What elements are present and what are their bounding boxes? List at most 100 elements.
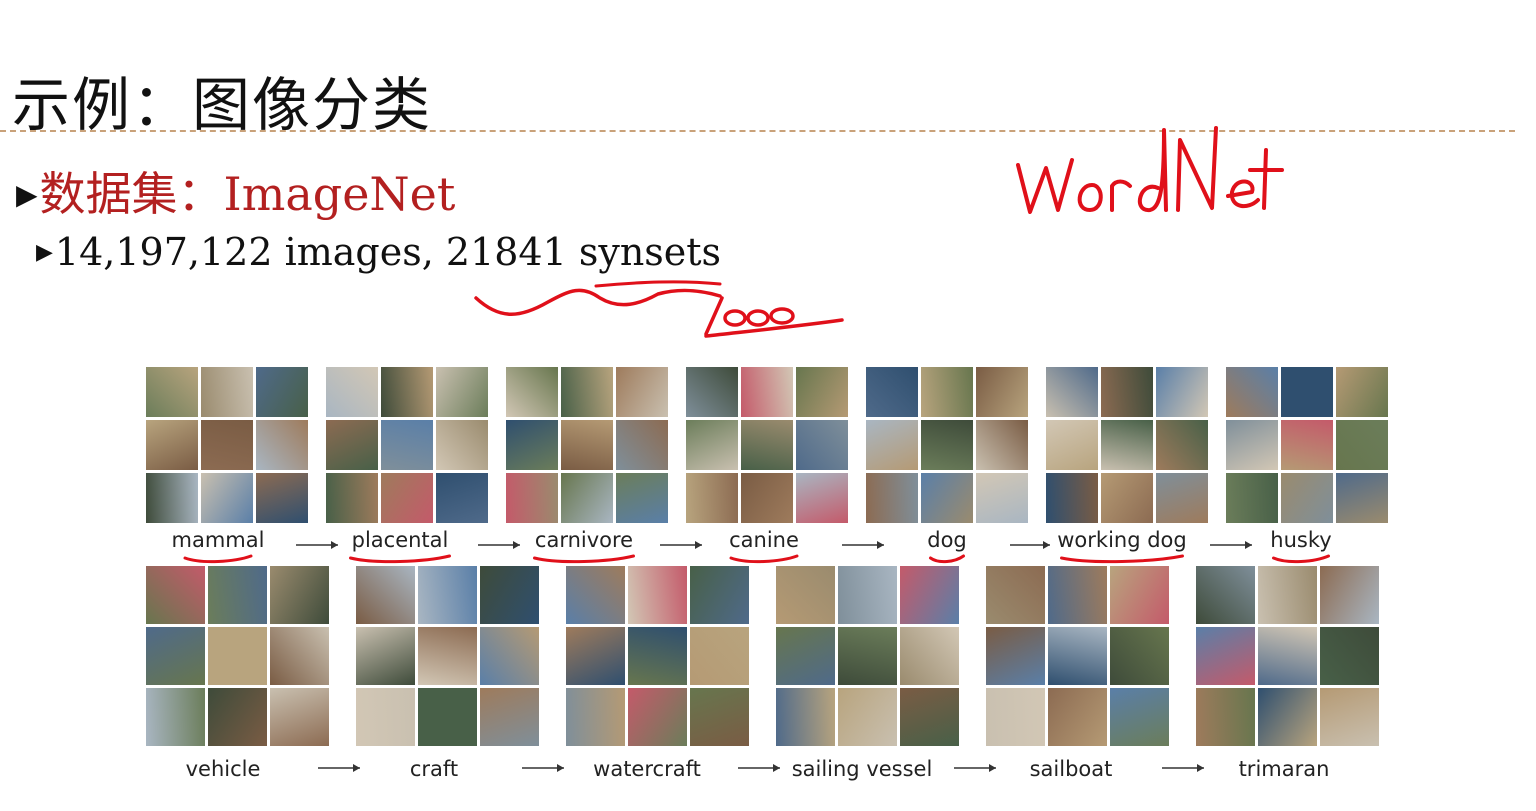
arrow-head-icon	[1245, 541, 1252, 549]
category-label: trimaran	[1238, 757, 1330, 781]
thumbnail-image	[381, 420, 433, 470]
thumbnail-image	[1281, 420, 1333, 470]
arrow-head-icon	[331, 541, 338, 549]
thumbnail-image	[1046, 473, 1098, 523]
arrow-head-icon	[1043, 541, 1050, 549]
arrow-head-icon	[989, 764, 996, 772]
thumbnail-image	[1336, 473, 1388, 523]
thumbnail-image	[480, 566, 539, 624]
thumbnail-image	[1226, 420, 1278, 470]
thumbnail-image	[1226, 473, 1278, 523]
thumbnail-image	[1110, 566, 1169, 624]
thumbnail-image	[208, 688, 267, 746]
thumbnail-image	[418, 566, 477, 624]
red-underline	[1272, 554, 1330, 564]
red-underline	[349, 554, 451, 564]
thumbnail-image	[1101, 420, 1153, 470]
bullet-triangle-icon: ▶	[16, 178, 38, 211]
thumbnail-image	[566, 688, 625, 746]
slide-title: 示例：图像分类	[12, 71, 433, 139]
category-label: watercraft	[593, 757, 701, 781]
thumbnail-image	[326, 367, 378, 417]
thumbnail-image	[436, 420, 488, 470]
thumbnail-image	[838, 688, 897, 746]
thumbnail-image	[418, 627, 477, 685]
category-label: craft	[409, 757, 459, 781]
stats-bullet: ▶14,197,122 images, 21841 synsets	[36, 230, 721, 274]
thumbnail-image	[381, 367, 433, 417]
thumbnail-image	[1110, 688, 1169, 746]
category-label: sailboat	[1029, 757, 1113, 781]
category-label: vehicle	[185, 757, 261, 781]
thumbnail-image	[146, 566, 205, 624]
thumbnail-image	[146, 420, 198, 470]
thumbnail-image	[1046, 367, 1098, 417]
thumbnail-image	[776, 566, 835, 624]
wordnet-annotation	[1016, 126, 1284, 214]
thumbnail-image	[690, 566, 749, 624]
title-divider	[0, 130, 1515, 132]
thumbnail-image	[436, 473, 488, 523]
thumbnail-image	[976, 367, 1028, 417]
thumbnail-image	[796, 420, 848, 470]
category-label: sailing vessel	[791, 757, 933, 781]
thumbnail-image	[741, 367, 793, 417]
red-underline	[183, 554, 253, 564]
dataset-bullet: ▶数据集：ImageNet	[16, 158, 455, 224]
arrow-head-icon	[695, 541, 702, 549]
red-underline	[1060, 554, 1184, 564]
thumbnail-image	[866, 367, 918, 417]
category-label: canine	[729, 528, 799, 552]
thumbnail-image	[1320, 688, 1379, 746]
thumbnail-image	[1048, 566, 1107, 624]
thumbnail-image	[838, 627, 897, 685]
thumbnail-image	[1048, 627, 1107, 685]
thumbnail-image	[270, 566, 329, 624]
thumbnail-image	[986, 627, 1045, 685]
thumbnail-image	[506, 367, 558, 417]
thumbnail-image	[561, 420, 613, 470]
thumbnail-image	[1196, 688, 1255, 746]
thumbnail-image	[686, 473, 738, 523]
thumbnail-image	[900, 627, 959, 685]
thumbnail-image	[1258, 627, 1317, 685]
synsets-underline	[594, 280, 722, 288]
thumbnail-image	[628, 566, 687, 624]
thumbnail-image	[921, 367, 973, 417]
thumbnail-image	[1101, 473, 1153, 523]
red-underline	[533, 554, 635, 564]
thumbnail-image	[1281, 473, 1333, 523]
category-label: mammal	[171, 528, 265, 552]
thumbnail-image	[690, 627, 749, 685]
dataset-text: 数据集：ImageNet	[39, 167, 456, 221]
arrow-head-icon	[1197, 764, 1204, 772]
stats-text: 14,197,122 images, 21841 synsets	[54, 230, 722, 274]
thumbnail-image	[616, 473, 668, 523]
squiggle-underline	[474, 288, 722, 316]
thumbnail-image	[480, 688, 539, 746]
thumbnail-image	[1196, 566, 1255, 624]
thumbnail-image	[838, 566, 897, 624]
thumbnail-image	[208, 566, 267, 624]
thumbnail-image	[1320, 566, 1379, 624]
category-label: working dog	[1057, 528, 1187, 552]
thumbnail-image	[686, 367, 738, 417]
category-label: carnivore	[534, 528, 634, 552]
category-label: husky	[1270, 528, 1332, 552]
thumbnail-image	[921, 473, 973, 523]
thumbnail-image	[976, 473, 1028, 523]
thumbnail-image	[1226, 367, 1278, 417]
thumbnail-image	[616, 367, 668, 417]
category-label: placental	[351, 528, 449, 552]
thumbnail-image	[356, 688, 415, 746]
arrow-head-icon	[353, 764, 360, 772]
thumbnail-image	[1258, 566, 1317, 624]
thumbnail-image	[326, 420, 378, 470]
thumbnail-image	[741, 420, 793, 470]
thumbnail-image	[506, 473, 558, 523]
thumbnail-image	[146, 627, 205, 685]
thumbnail-image	[1336, 420, 1388, 470]
thumbnail-image	[866, 473, 918, 523]
thumbnail-image	[866, 420, 918, 470]
